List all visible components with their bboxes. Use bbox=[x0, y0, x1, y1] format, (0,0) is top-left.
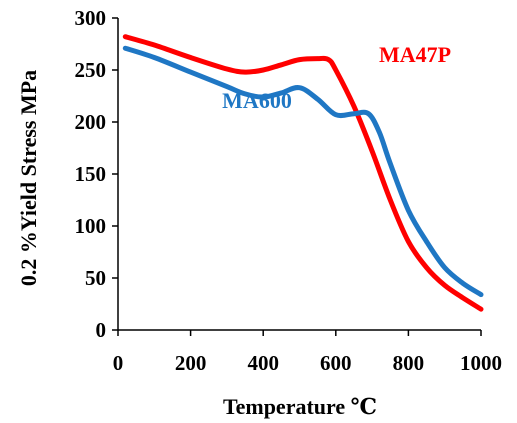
series-line-ma600 bbox=[122, 45, 484, 298]
x-tick-label: 0 bbox=[113, 351, 124, 375]
x-tick-label: 600 bbox=[320, 351, 352, 375]
series-label-ma47p: MA47P bbox=[379, 42, 451, 67]
series-labels: MA47P MA600 bbox=[222, 42, 451, 113]
y-tick-label: 100 bbox=[75, 214, 107, 238]
tick-labels: 0 50 100 150 200 250 300 0 200 400 600 800 1000 bbox=[75, 6, 503, 375]
y-axis-title: 0.2 %Yield Stress MPa bbox=[16, 70, 41, 286]
y-tick-label: 300 bbox=[75, 6, 107, 30]
series-line-ma47p bbox=[122, 34, 484, 312]
y-tick-label: 0 bbox=[96, 318, 107, 342]
series-lines bbox=[122, 34, 484, 312]
x-tick-label: 800 bbox=[393, 351, 425, 375]
tick-marks bbox=[112, 17, 482, 336]
x-tick-label: 200 bbox=[175, 351, 207, 375]
y-tick-label: 200 bbox=[75, 110, 107, 134]
y-tick-label: 50 bbox=[85, 266, 106, 290]
series-label-ma600: MA600 bbox=[222, 88, 292, 113]
y-tick-label: 250 bbox=[75, 58, 107, 82]
x-tick-label: 1000 bbox=[460, 351, 502, 375]
x-axis-title: Temperature ℃ bbox=[223, 394, 377, 419]
y-tick-label: 150 bbox=[75, 162, 107, 186]
x-tick-label: 400 bbox=[247, 351, 279, 375]
